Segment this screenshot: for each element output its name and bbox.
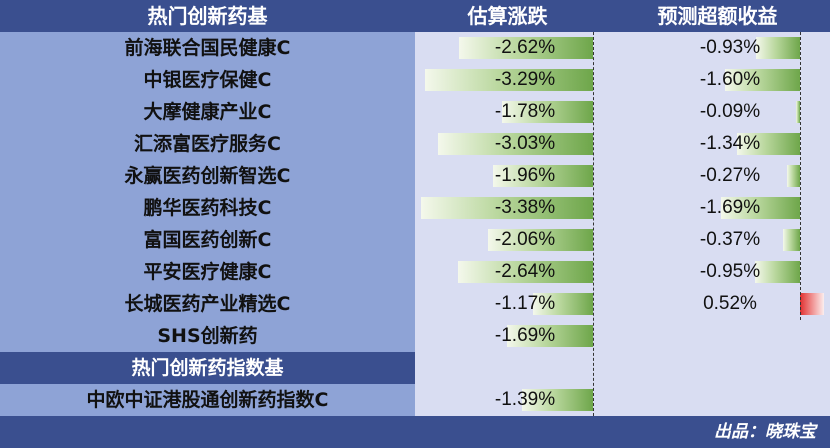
excess-bar bbox=[782, 229, 800, 251]
fund-name: 中欧中证港股通创新药指数C bbox=[0, 384, 415, 416]
table-row: 永赢医药创新智选C -1.96% -0.27% bbox=[0, 160, 830, 192]
est-bar bbox=[438, 133, 593, 155]
fund-name: 大摩健康产业C bbox=[143, 101, 272, 123]
est-value: -1.96% bbox=[494, 165, 556, 186]
header-estimated-change: 估算涨跌 bbox=[467, 4, 548, 28]
excess-bar bbox=[737, 133, 800, 155]
excess-bar bbox=[787, 165, 800, 187]
footer-credit: 出品：晓珠宝 bbox=[714, 422, 816, 442]
est-value: -1.78% bbox=[494, 101, 556, 122]
fund-name: 鹏华医药科技C bbox=[143, 197, 272, 219]
index-section-title: 热门创新药指数基 bbox=[0, 352, 415, 384]
table-row: 前海联合国民健康C -2.62% -0.93% bbox=[0, 32, 830, 64]
est-value: -1.39% bbox=[494, 389, 556, 410]
table-row: 鹏华医药科技C -3.38% -1.69% bbox=[0, 192, 830, 224]
table-row: 富国医药创新C -2.06% -0.37% bbox=[0, 224, 830, 256]
footer-bar: 出品：晓珠宝 bbox=[0, 416, 830, 448]
est-bar bbox=[533, 293, 593, 315]
est-value: -3.29% bbox=[494, 69, 556, 90]
fund-name: SHS创新药 bbox=[157, 325, 258, 347]
fund-name: 前海联合国民健康C bbox=[124, 37, 291, 59]
excess-value: -0.37% bbox=[699, 229, 761, 250]
table-row: 长城医药产业精选C -1.17% 0.52% bbox=[0, 288, 830, 320]
est-value: -2.64% bbox=[494, 261, 556, 282]
table-row: 大摩健康产业C -1.78% -0.09% bbox=[0, 96, 830, 128]
est-bar bbox=[425, 69, 593, 91]
est-bar bbox=[506, 325, 593, 347]
excess-zero-axis bbox=[800, 32, 801, 320]
excess-value: -1.34% bbox=[699, 133, 761, 154]
fund-name: 富国医药创新C bbox=[143, 229, 272, 251]
est-value: -2.06% bbox=[494, 229, 556, 250]
est-bar bbox=[420, 197, 593, 219]
est-value: -3.03% bbox=[494, 133, 556, 154]
table-header: 热门创新药基 估算涨跌 预测超额收益 bbox=[0, 0, 830, 32]
excess-bar bbox=[755, 261, 800, 283]
excess-bar bbox=[795, 101, 800, 123]
header-fund-name: 热门创新药基 bbox=[147, 4, 268, 28]
est-value: -2.62% bbox=[494, 37, 556, 58]
excess-value: -0.09% bbox=[699, 101, 761, 122]
table-row: 中欧中证港股通创新药指数C -1.39% bbox=[0, 384, 830, 416]
excess-value: 0.52% bbox=[703, 293, 757, 314]
excess-value: -1.60% bbox=[699, 69, 761, 90]
header-predicted-excess: 预测超额收益 bbox=[657, 4, 778, 28]
fund-name: 长城医药产业精选C bbox=[124, 293, 291, 315]
est-value: -1.17% bbox=[494, 293, 556, 314]
excess-bar bbox=[724, 69, 800, 91]
excess-bar bbox=[720, 197, 800, 219]
excess-bar bbox=[800, 293, 825, 315]
est-bar bbox=[522, 389, 593, 411]
est-bar bbox=[502, 101, 593, 123]
fund-name: 平安医疗健康C bbox=[143, 261, 272, 283]
est-bar bbox=[459, 37, 593, 59]
excess-value: -0.27% bbox=[699, 165, 761, 186]
excess-value: -0.95% bbox=[699, 261, 761, 282]
fund-name: 中银医疗保健C bbox=[143, 69, 272, 91]
excess-value: -0.93% bbox=[699, 37, 761, 58]
fund-name-column bbox=[0, 32, 415, 352]
table-row: 汇添富医疗服务C -3.03% -1.34% bbox=[0, 128, 830, 160]
est-value: -3.38% bbox=[494, 197, 556, 218]
table-row: 平安医疗健康C -2.64% -0.95% bbox=[0, 256, 830, 288]
est-bar bbox=[458, 261, 593, 283]
fund-name: 汇添富医疗服务C bbox=[134, 133, 281, 155]
est-bar bbox=[493, 165, 593, 187]
excess-value: -1.69% bbox=[699, 197, 761, 218]
est-bar bbox=[487, 229, 593, 251]
table-row: SHS创新药 -1.69% bbox=[0, 320, 830, 352]
excess-bar bbox=[756, 37, 800, 59]
est-value: -1.69% bbox=[494, 325, 556, 346]
est-zero-axis bbox=[593, 32, 594, 416]
fund-name: 永赢医药创新智选C bbox=[124, 165, 291, 187]
table-row: 中银医疗保健C -3.29% -1.60% bbox=[0, 64, 830, 96]
